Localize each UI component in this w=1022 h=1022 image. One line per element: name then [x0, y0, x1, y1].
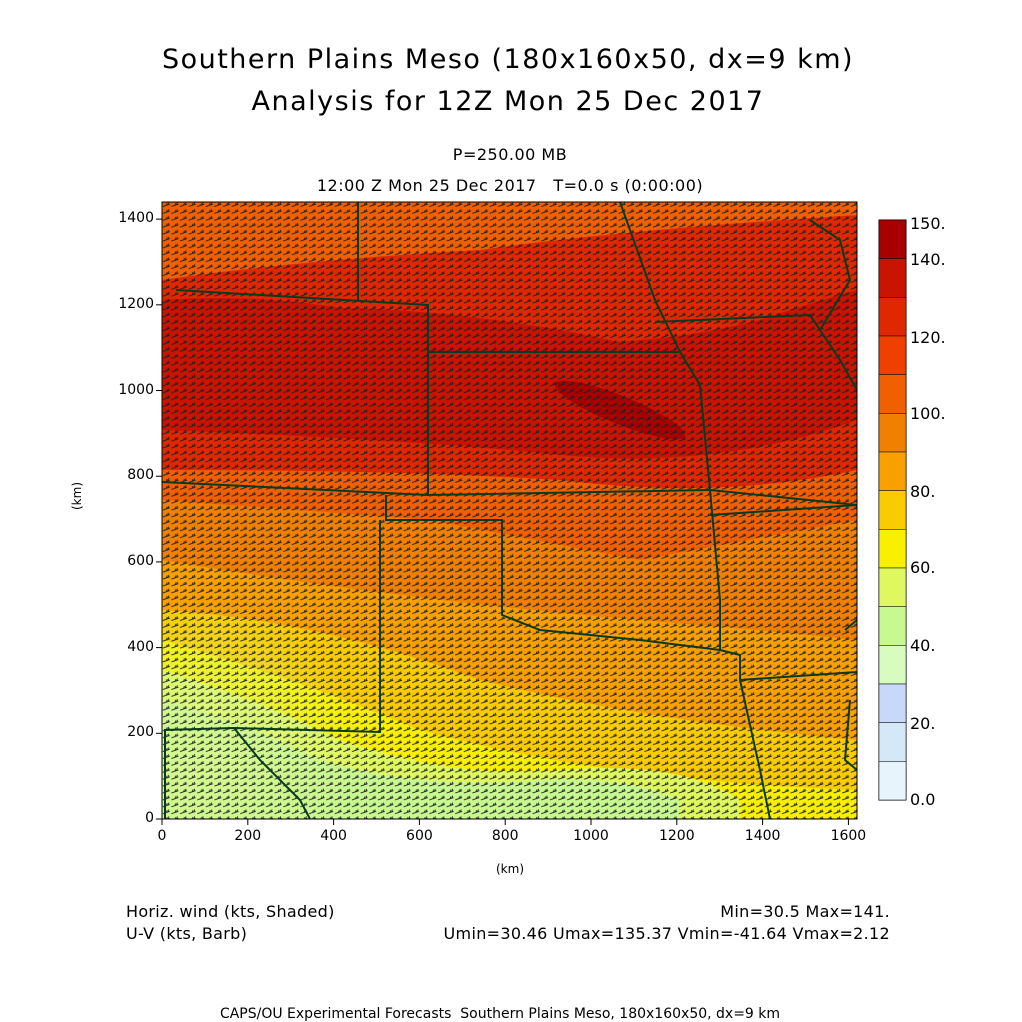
credit-line: CAPS/OU Experimental Forecasts Southern … — [219, 1006, 781, 1022]
colorbar-label: 140. — [910, 250, 946, 269]
x-tick-label: 1000 — [573, 828, 609, 844]
x-axis-ticks — [161, 819, 849, 825]
x-tick-label: 400 — [320, 828, 347, 844]
map-title-line2: Analysis for 12Z Mon 25 Dec 2017 — [251, 86, 765, 117]
colorbar-swatch — [878, 297, 907, 337]
wind-barbs — [162, 202, 857, 819]
field-label-shaded: Horiz. wind (kts, Shaded) — [126, 902, 335, 921]
colorbar-swatch — [878, 645, 907, 685]
colorbar-label: 60. — [910, 558, 936, 577]
y-tick-label: 1400 — [118, 210, 154, 227]
x-tick-label: 1600 — [830, 828, 867, 844]
colorbar-swatch — [878, 374, 907, 414]
colorbar-label: 40. — [910, 636, 936, 655]
colorbar-label: 120. — [910, 328, 946, 347]
colorbar-swatch — [878, 683, 907, 723]
colorbar-swatch — [878, 413, 907, 453]
y-tick-label: 1200 — [118, 295, 154, 312]
x-tick-label: 1200 — [658, 828, 695, 844]
map-title-line1: Southern Plains Meso (180x160x50, dx=9 k… — [161, 44, 855, 75]
colorbar-swatch — [878, 451, 907, 491]
colorbar-swatch — [878, 606, 907, 646]
y-axis-ticks — [156, 218, 162, 820]
colorbar-swatch — [878, 490, 907, 530]
colorbar-label: 20. — [910, 714, 936, 733]
x-tick-label: 1400 — [744, 828, 781, 844]
colorbar-swatch — [878, 258, 907, 298]
colorbar-label: 100. — [910, 404, 946, 423]
y-tick-label: 600 — [127, 552, 154, 569]
colorbar-label: 80. — [910, 482, 936, 501]
min-max-stats: Min=30.5 Max=141. — [720, 902, 890, 921]
x-tick-label: 800 — [491, 828, 519, 844]
y-tick-label: 0 — [145, 810, 154, 826]
plot-frame — [161, 201, 858, 820]
x-tick-label: 0 — [157, 828, 167, 844]
colorbar-swatch — [878, 761, 907, 801]
valid-time-label: 12:00 Z Mon 25 Dec 2017 T=0.0 s (0:00:00… — [316, 176, 704, 195]
colorbar-swatch — [878, 219, 907, 259]
y-tick-label: 1000 — [118, 381, 154, 398]
x-axis-title: (km) — [496, 862, 525, 876]
field-label-barb: U-V (kts, Barb) — [126, 924, 248, 943]
colorbar-swatch — [878, 335, 907, 375]
colorbar-swatch — [878, 529, 907, 569]
y-axis-title: (km) — [70, 481, 84, 510]
y-tick-label: 800 — [127, 467, 154, 484]
colorbar-swatch — [878, 722, 907, 762]
colorbar-swatch — [878, 567, 907, 607]
x-tick-label: 200 — [234, 828, 262, 844]
colorbar-label: 0.0 — [910, 790, 936, 809]
uv-stats: Umin=30.46 Umax=135.37 Vmin=-41.64 Vmax=… — [443, 924, 890, 943]
y-tick-label: 400 — [127, 638, 154, 655]
colorbar-label: 150. — [910, 214, 946, 233]
y-tick-label: 200 — [127, 724, 154, 741]
pressure-level-label: P=250.00 MB — [452, 145, 568, 164]
state-borders — [162, 202, 857, 819]
colorbar — [878, 219, 907, 801]
x-tick-label: 600 — [406, 828, 433, 844]
